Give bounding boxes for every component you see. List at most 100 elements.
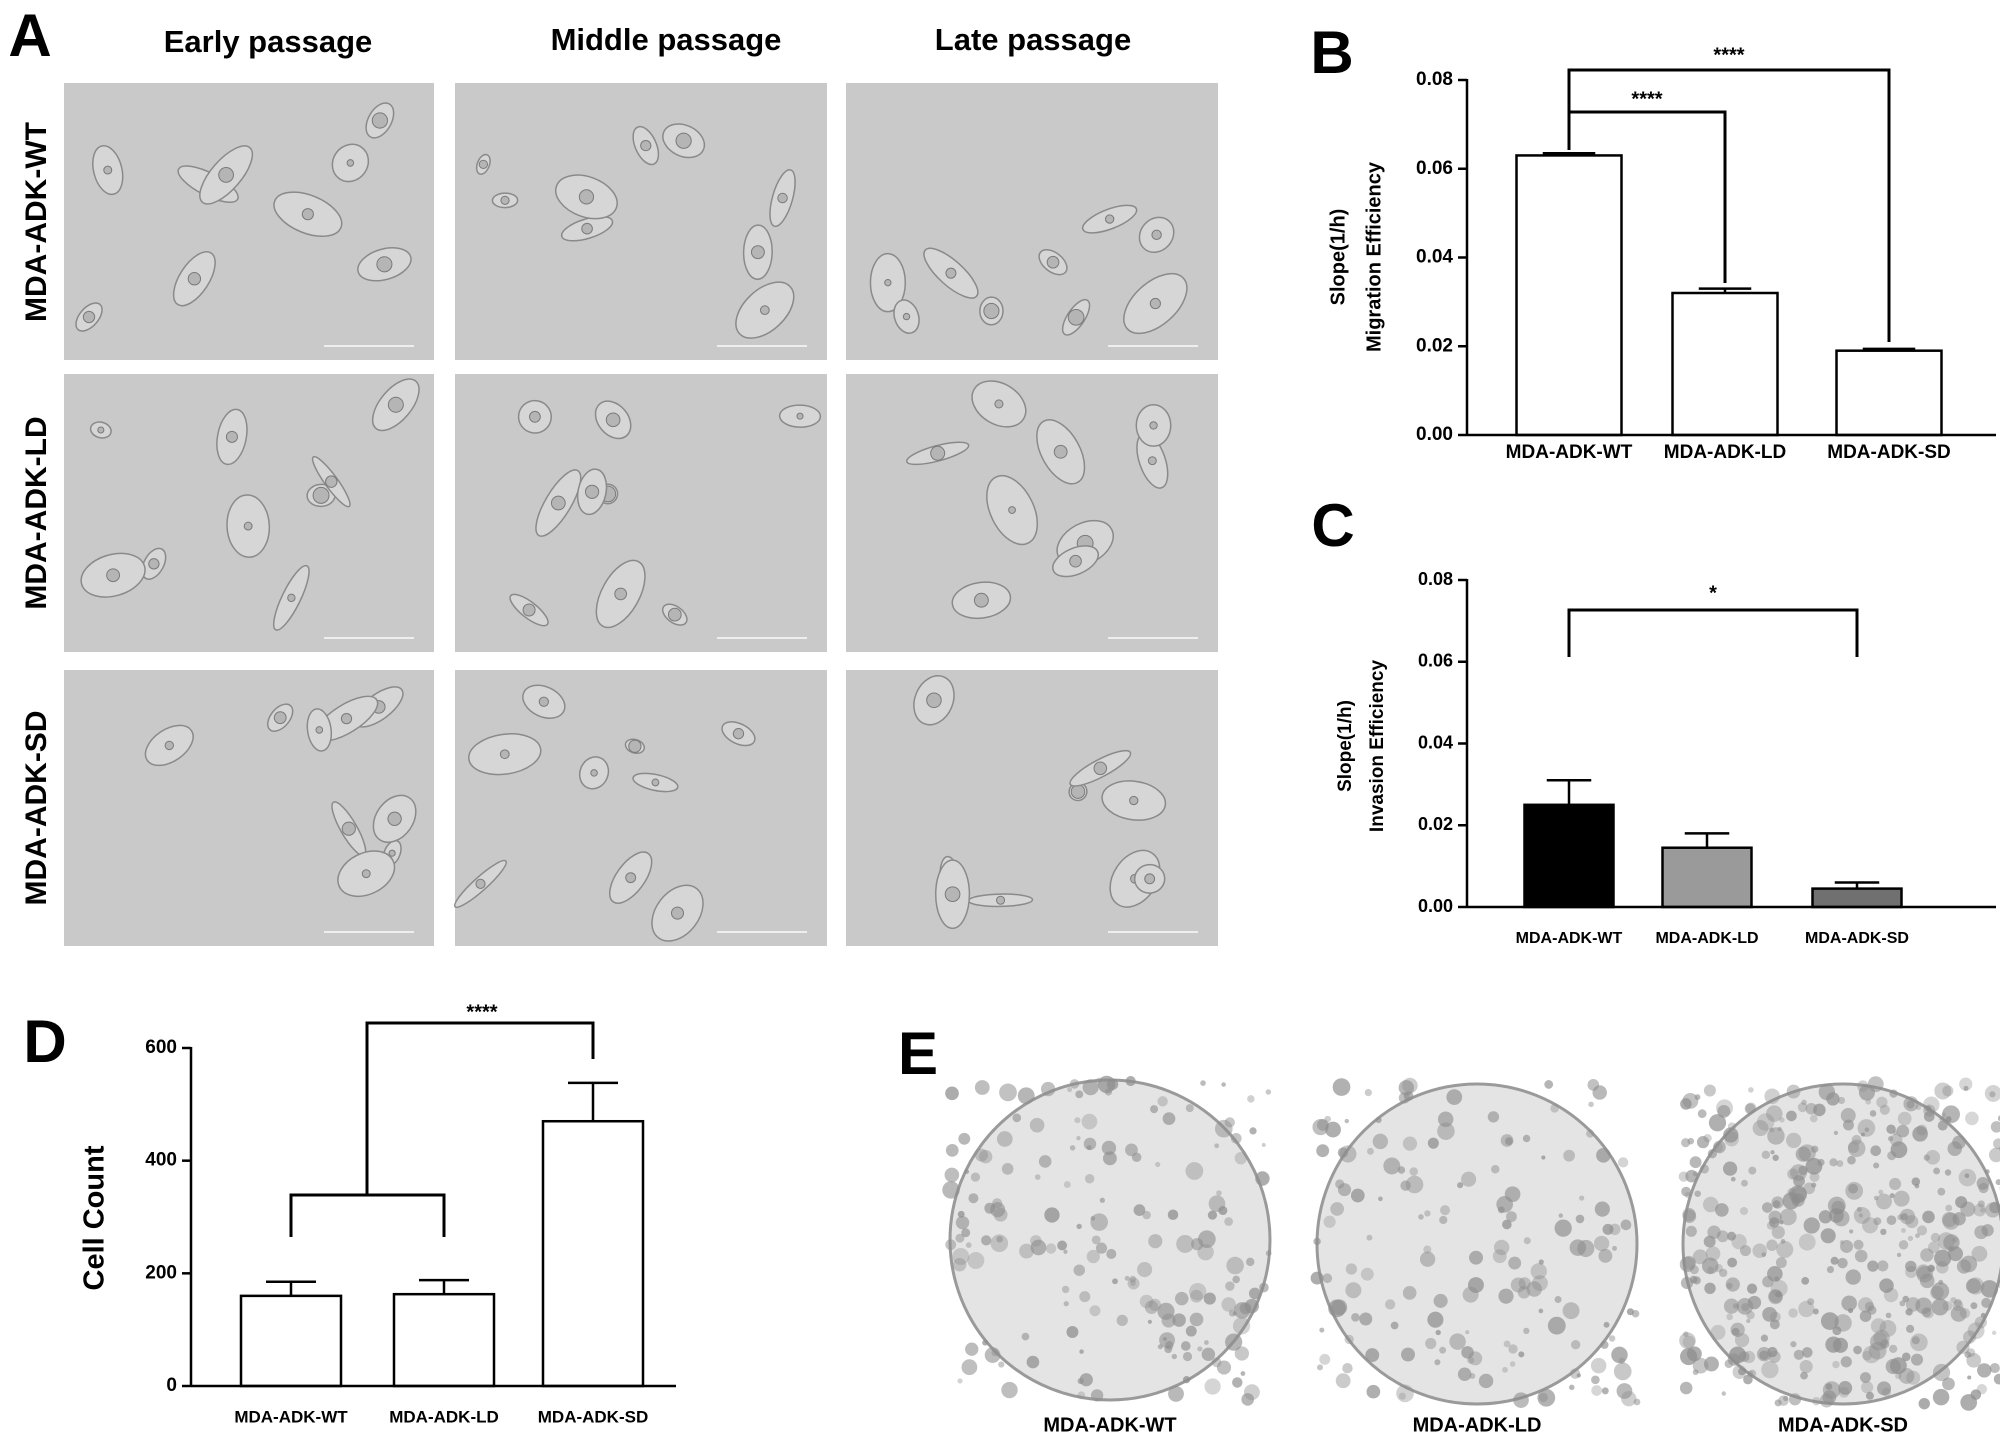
colony: [1965, 1278, 1982, 1294]
colony: [1335, 1179, 1345, 1189]
y-tick-label: 0.02: [1418, 814, 1453, 834]
colony: [952, 1258, 967, 1272]
colony: [1185, 1162, 1204, 1180]
colony: [1740, 1245, 1751, 1257]
significance-bracket: [1567, 68, 1891, 342]
colony: [1945, 1116, 1952, 1123]
colony: [1342, 1363, 1353, 1374]
colony: [964, 1169, 970, 1174]
nucleus: [1129, 795, 1139, 806]
colony: [1777, 1126, 1782, 1132]
colony: [1870, 1318, 1887, 1334]
colony: [1435, 1329, 1441, 1336]
colony: [1687, 1137, 1695, 1145]
colony: [1768, 1289, 1783, 1304]
colony: [1697, 1109, 1707, 1119]
colony: [1977, 1363, 1992, 1378]
colony: [1932, 1388, 1950, 1406]
colony: [1439, 1215, 1448, 1225]
colony: [1993, 1373, 2000, 1385]
colony: [1185, 1104, 1194, 1113]
colony: [1402, 1077, 1418, 1094]
colony: [1457, 1182, 1464, 1189]
colony: [1878, 1189, 1884, 1195]
colony: [1423, 1245, 1432, 1254]
colony: [1616, 1383, 1633, 1399]
colony: [1385, 1299, 1396, 1310]
colony: [1776, 1241, 1794, 1259]
colony: [1766, 1221, 1776, 1230]
colony: [1702, 1196, 1719, 1213]
colony: [1867, 1305, 1877, 1315]
colony: [1590, 1357, 1607, 1374]
colony: [1879, 1278, 1894, 1293]
colony: [1685, 1225, 1697, 1237]
colony: [1125, 1075, 1136, 1087]
colony: [1364, 1088, 1372, 1097]
colony: [1409, 1167, 1419, 1176]
colony: [1694, 1190, 1701, 1198]
colony: [1960, 1201, 1976, 1217]
x-tick-label: MDA-ADK-LD: [1664, 442, 1786, 463]
colony: [1783, 1395, 1789, 1402]
colony: [1398, 1392, 1406, 1400]
colony: [1942, 1212, 1960, 1230]
colony: [1912, 1126, 1928, 1142]
significance-bracket: [1567, 608, 1859, 657]
colony: [1840, 1239, 1854, 1253]
colony: [1487, 1111, 1500, 1123]
nucleus: [538, 696, 549, 707]
colony: [1906, 1324, 1915, 1333]
colony: [1820, 1228, 1836, 1244]
colony: [1075, 1090, 1084, 1099]
colony: [1182, 1351, 1193, 1362]
colony: [1864, 1127, 1870, 1133]
colony: [1721, 1391, 1727, 1396]
colony: [1797, 1102, 1808, 1113]
colony: [1247, 1095, 1255, 1103]
colony: [1398, 1080, 1414, 1096]
colony: [1883, 1287, 1899, 1303]
colony: [1788, 1308, 1798, 1318]
x-tick-label: MDA-ADK-WT: [1506, 442, 1633, 463]
colony: [1427, 1311, 1444, 1328]
colony: [1069, 1145, 1076, 1151]
colony: [1611, 1346, 1628, 1364]
colony: [965, 1242, 972, 1248]
colony: [1879, 1104, 1890, 1115]
nucleus: [312, 486, 330, 504]
colony: [1958, 1168, 1977, 1187]
colony: [1214, 1143, 1220, 1149]
colony: [1101, 1140, 1117, 1156]
colony: [1344, 1334, 1354, 1345]
colony: [1811, 1182, 1817, 1188]
colony: [1405, 1175, 1424, 1194]
colony: [1847, 1139, 1866, 1158]
colony: [1185, 1325, 1197, 1337]
colony: [1148, 1234, 1163, 1249]
colony: [955, 1233, 965, 1243]
colony: [1397, 1166, 1406, 1174]
colony: [1769, 1127, 1775, 1133]
dish-label: MDA-ADK-WT: [1043, 1414, 1176, 1436]
bar: [1835, 349, 1943, 437]
colony: [1772, 1200, 1781, 1209]
colony: [1841, 1295, 1857, 1312]
colony: [1799, 1359, 1813, 1374]
colony: [1820, 1312, 1839, 1330]
colony: [1726, 1313, 1733, 1321]
colony: [1713, 1140, 1726, 1154]
colony: [1324, 1115, 1331, 1123]
nucleus: [581, 222, 593, 235]
x-tick-label: MDA-ADK-SD: [1827, 442, 1950, 463]
colony: [1316, 1364, 1323, 1371]
colony: [1825, 1383, 1833, 1391]
colony: [1886, 1124, 1896, 1134]
colony: [1762, 1306, 1778, 1322]
colony: [1865, 1098, 1872, 1105]
colony: [1789, 1185, 1808, 1204]
colony: [974, 1080, 990, 1095]
colony: [1366, 1234, 1373, 1241]
colony: [1898, 1240, 1909, 1250]
nucleus: [475, 878, 486, 889]
